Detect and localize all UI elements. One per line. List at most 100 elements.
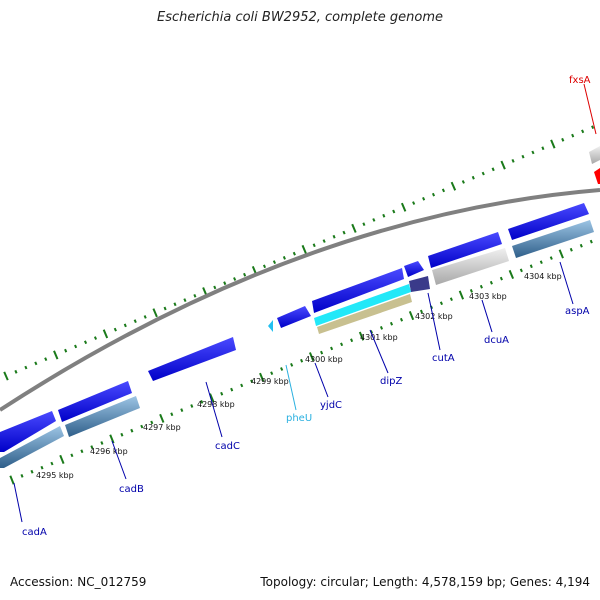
gene-label-cadA[interactable]: cadA	[22, 527, 47, 538]
feature-gene-3[interactable]	[512, 220, 594, 258]
tick-mark	[549, 256, 553, 260]
gene-label-cutA[interactable]: cutA	[432, 353, 455, 364]
tick-mark	[262, 264, 267, 269]
feature-cds-4[interactable]	[277, 306, 311, 328]
feature-misc-2[interactable]	[317, 294, 412, 334]
feature-cds-dark[interactable]	[409, 276, 430, 292]
tick-mark	[362, 222, 366, 226]
tick-mark	[499, 276, 503, 281]
tick-mark	[469, 289, 473, 293]
tick-mark	[382, 213, 386, 218]
gene-label-yjdC[interactable]: yjdC	[320, 400, 342, 411]
tick-mark	[93, 336, 98, 340]
feature-cds-5[interactable]	[312, 268, 404, 313]
tick-mark	[539, 260, 543, 264]
accession-label: Accession: NC_012759	[10, 575, 147, 589]
tick-label-4301: 4301 kbp	[360, 333, 398, 342]
tick-mark	[133, 319, 137, 324]
tick-mark	[20, 474, 24, 478]
tick-mark	[408, 311, 415, 321]
tick-mark	[272, 260, 277, 264]
gene-callouts	[13, 83, 597, 523]
tick-mark	[200, 400, 204, 404]
feature-trna-2[interactable]	[314, 284, 411, 326]
tick-mark	[461, 180, 465, 184]
gene-label-dipZ[interactable]: dipZ	[380, 376, 402, 387]
feature-cds-8[interactable]	[508, 203, 589, 240]
tick-mark	[412, 201, 416, 205]
feature-gene-1[interactable]	[0, 426, 64, 468]
feature-misc-gray[interactable]	[432, 248, 509, 285]
gene-label-fxsA[interactable]: fxsA	[569, 75, 591, 86]
gene-label-cadC[interactable]: cadC	[215, 441, 240, 452]
feature-cds-7[interactable]	[428, 232, 502, 268]
feature-misc-top[interactable]	[589, 146, 600, 164]
feature-cds-6[interactable]	[404, 261, 424, 277]
feature-trna-1[interactable]	[268, 320, 273, 332]
tick-mark	[53, 350, 59, 360]
tick-mark	[163, 306, 167, 311]
tick-label-4304: 4304 kbp	[524, 272, 562, 281]
tick-mark	[230, 387, 234, 392]
tick-mark	[190, 404, 194, 408]
tick-mark	[44, 357, 48, 362]
tick-mark	[330, 346, 334, 351]
tick-mark	[270, 371, 274, 375]
tick-mark	[70, 453, 74, 458]
tick-mark	[209, 393, 215, 403]
tick-mark	[479, 284, 483, 289]
feature-cds-3[interactable]	[148, 337, 236, 381]
tick-mark	[220, 391, 224, 396]
tick-mark	[379, 326, 384, 330]
tick-mark	[223, 281, 227, 286]
gene-label-cadB[interactable]: cadB	[119, 484, 144, 495]
tick-mark	[64, 348, 68, 353]
tick-mark	[240, 383, 244, 388]
tick-mark	[213, 285, 217, 290]
tick-mark	[471, 175, 475, 180]
gene-label-pheU[interactable]: pheU	[286, 413, 312, 424]
tick-label-4296: 4296 kbp	[90, 447, 128, 456]
tick-mark	[59, 454, 65, 464]
tick-mark	[399, 317, 404, 322]
tick-mark	[259, 372, 265, 382]
tick-mark	[441, 188, 446, 193]
gene-label-dcuA[interactable]: dcuA	[484, 335, 509, 346]
tick-mark	[419, 309, 424, 314]
tick-mark	[292, 251, 296, 256]
tick-mark	[550, 139, 556, 149]
tick-mark	[351, 223, 357, 233]
tick-mark	[340, 342, 344, 347]
tick-label-4298: 4298 kbp	[197, 400, 235, 409]
tick-mark	[100, 441, 104, 445]
tick-mark	[120, 432, 124, 437]
tick-mark	[358, 331, 365, 341]
tick-mark	[3, 371, 9, 381]
feature-cds-1[interactable]	[0, 411, 56, 452]
tick-mark	[449, 297, 453, 301]
tick-mark	[9, 475, 15, 485]
tick-label-4299: 4299 kbp	[251, 377, 289, 386]
tick-mark	[531, 150, 535, 155]
feature-cds-2[interactable]	[58, 381, 132, 422]
tick-mark	[233, 277, 237, 281]
tick-mark	[50, 461, 54, 466]
tick-label-4303: 4303 kbp	[469, 292, 507, 301]
tick-mark	[508, 269, 515, 279]
tick-mark	[290, 363, 294, 367]
tick-mark	[282, 256, 286, 260]
tick-mark	[392, 209, 396, 214]
tick-mark	[581, 129, 585, 134]
gene-label-aspA[interactable]: aspA	[565, 306, 590, 317]
tick-mark	[322, 239, 326, 243]
tick-mark	[152, 308, 158, 318]
tick-mark	[439, 301, 444, 306]
tick-mark	[320, 350, 324, 355]
tick-mark	[589, 239, 593, 244]
feature-gene-2[interactable]	[65, 396, 140, 437]
tick-mark	[591, 125, 595, 129]
tick-mark	[74, 344, 78, 349]
tick-mark	[308, 352, 315, 362]
feature-fxsA[interactable]	[594, 168, 600, 184]
tick-mark	[109, 434, 115, 444]
